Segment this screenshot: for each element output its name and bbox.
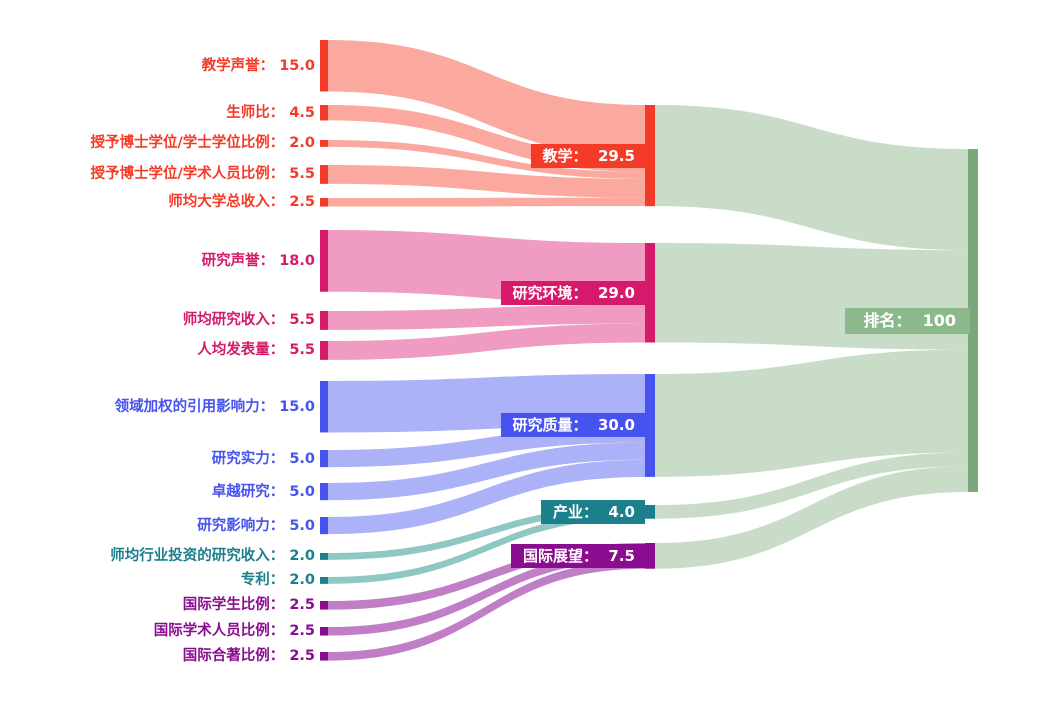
link-research-quality-source-0[interactable]: [328, 374, 645, 433]
node-teaching-source-1[interactable]: [320, 105, 328, 121]
node-research-quality-source-2[interactable]: [320, 483, 328, 501]
node-final-ranking[interactable]: [968, 149, 978, 492]
node-teaching-source-0[interactable]: [320, 40, 328, 92]
link-teaching-source-2[interactable]: [328, 140, 645, 179]
link-teaching-source-4[interactable]: [328, 197, 645, 207]
node-research-environment-source-0[interactable]: [320, 230, 328, 292]
link-international-outlook-source-2[interactable]: [328, 560, 645, 661]
link-research-quality-to-final[interactable]: [655, 349, 968, 477]
link-international-outlook-source-1[interactable]: [328, 551, 645, 636]
node-international-outlook[interactable]: [645, 543, 655, 569]
node-research-environment[interactable]: [645, 243, 655, 343]
node-teaching-source-3[interactable]: [320, 165, 328, 184]
link-research-quality-source-3[interactable]: [328, 459, 645, 535]
node-industry-source-0[interactable]: [320, 553, 328, 560]
link-industry-to-final[interactable]: [655, 452, 968, 519]
link-research-quality-source-2[interactable]: [328, 442, 645, 501]
node-research-environment-source-1[interactable]: [320, 311, 328, 330]
node-research-quality-source-0[interactable]: [320, 381, 328, 433]
node-international-outlook-source-1[interactable]: [320, 627, 328, 636]
sankey-nodes-layer: [320, 40, 978, 661]
node-teaching[interactable]: [645, 105, 655, 207]
node-industry-source-1[interactable]: [320, 577, 328, 584]
node-industry[interactable]: [645, 505, 655, 519]
link-industry-source-1[interactable]: [328, 511, 645, 584]
link-research-environment-to-final[interactable]: [655, 243, 968, 350]
link-research-environment-source-1[interactable]: [328, 304, 645, 330]
link-research-environment-source-2[interactable]: [328, 323, 645, 360]
node-international-outlook-source-2[interactable]: [320, 652, 328, 661]
link-international-outlook-to-final[interactable]: [655, 466, 968, 569]
node-international-outlook-source-0[interactable]: [320, 601, 328, 610]
link-teaching-source-3[interactable]: [328, 165, 645, 198]
link-teaching-to-final[interactable]: [655, 105, 968, 251]
node-research-quality[interactable]: [645, 374, 655, 477]
node-research-quality-source-1[interactable]: [320, 450, 328, 468]
node-teaching-source-2[interactable]: [320, 140, 328, 147]
link-industry-source-0[interactable]: [328, 505, 645, 560]
node-teaching-source-4[interactable]: [320, 198, 328, 207]
node-research-environment-source-2[interactable]: [320, 341, 328, 360]
link-research-environment-source-0[interactable]: [328, 230, 645, 305]
node-research-quality-source-3[interactable]: [320, 517, 328, 535]
link-international-outlook-source-0[interactable]: [328, 543, 645, 610]
link-teaching-source-0[interactable]: [328, 40, 645, 157]
